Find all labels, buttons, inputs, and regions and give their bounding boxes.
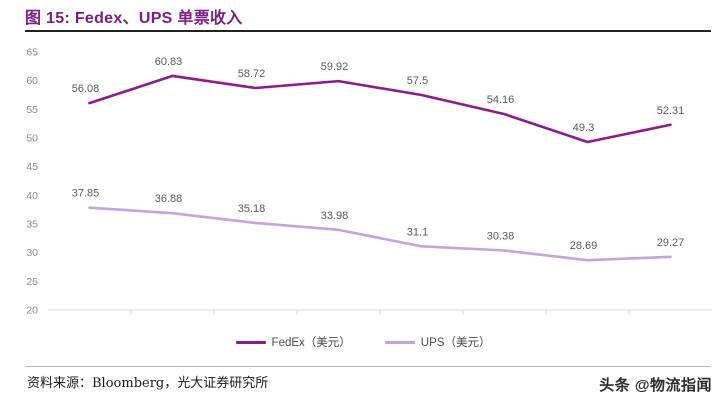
title-divider (25, 30, 711, 32)
y-axis-tick-label: 20 (26, 305, 38, 317)
legend-swatch-ups (384, 340, 415, 344)
series-line-fedex[interactable] (88, 74, 672, 144)
y-axis-tick-label: 50 (26, 133, 38, 145)
data-label: 31.1 (407, 226, 428, 238)
data-label: 52.31 (657, 105, 685, 117)
y-axis-tick-label: 30 (26, 247, 38, 259)
legend-label-ups: UPS（美元） (420, 337, 491, 349)
data-label: 36.88 (155, 193, 183, 205)
legend-item-ups[interactable]: UPS（美元） (384, 334, 491, 350)
data-label: 60.83 (155, 56, 183, 68)
legend-item-fedex[interactable]: FedEx（美元） (235, 334, 351, 350)
legend-label-fedex: FedEx（美元） (271, 337, 351, 349)
data-label: 29.27 (657, 237, 685, 249)
chart-plot-area: 2025303540455055606520112012201320142015… (0, 36, 726, 321)
legend-swatch-fedex (235, 340, 266, 344)
y-axis-tick-label: 40 (26, 190, 38, 202)
data-label: 28.69 (570, 240, 598, 252)
data-label: 57.5 (407, 75, 428, 87)
y-axis-tick-label: 45 (26, 161, 38, 173)
source-divider (25, 366, 711, 367)
y-axis-tick-label: 60 (26, 75, 38, 87)
data-label: 59.92 (321, 61, 349, 73)
page-title: 图 15: Fedex、UPS 单票收入 (25, 10, 243, 27)
data-label: 54.16 (487, 94, 515, 106)
series-line-ups[interactable] (88, 206, 672, 262)
y-axis-tick-label: 35 (26, 219, 38, 231)
watermark: 头条 @物流指闻 (599, 377, 712, 394)
data-label: 30.38 (487, 230, 515, 242)
data-label: 35.18 (238, 203, 266, 215)
source-note: 资料来源：Bloomberg，光大证券研究所 (27, 376, 269, 391)
y-axis-tick-label: 25 (26, 276, 38, 288)
line-chart: 2025303540455055606520112012201320142015… (26, 47, 712, 317)
data-label: 56.08 (72, 83, 100, 95)
data-label: 49.3 (573, 122, 594, 134)
data-label: 33.98 (321, 210, 349, 222)
data-label: 37.85 (72, 188, 100, 200)
y-axis-tick-label: 55 (26, 104, 38, 116)
chart-legend: FedEx（美元） UPS（美元） (0, 334, 726, 350)
data-label: 58.72 (238, 68, 266, 80)
y-axis-tick-label: 65 (26, 47, 38, 59)
